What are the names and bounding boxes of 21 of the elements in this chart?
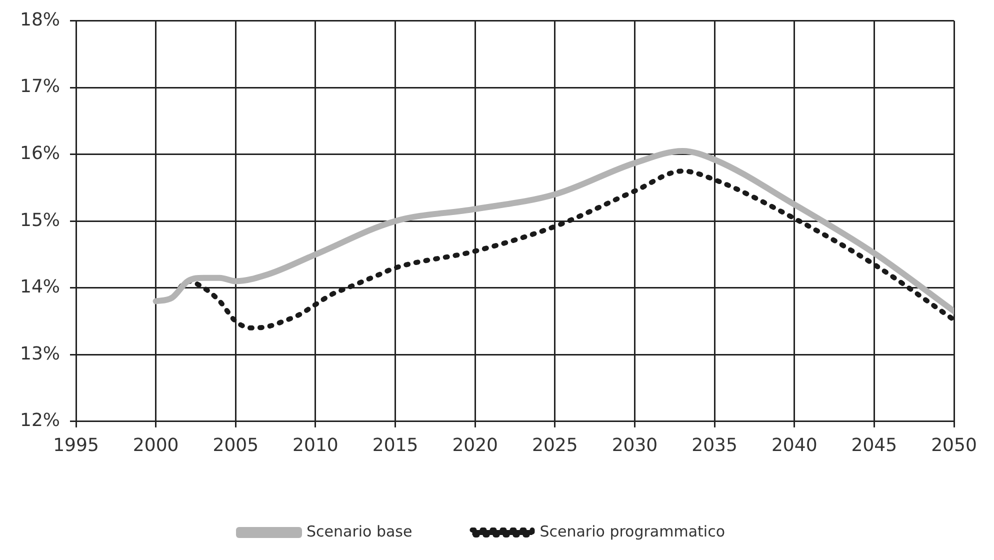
x-tick-label: 2015 — [372, 434, 418, 456]
x-tick-label: 2000 — [132, 434, 179, 456]
x-tick-label: 2040 — [771, 434, 818, 456]
x-tick-label: 2050 — [931, 434, 977, 456]
y-tick-label: 17% — [20, 76, 60, 98]
y-tick-label: 15% — [20, 210, 60, 231]
x-tick-label: 2010 — [292, 434, 338, 456]
y-tick-label: 12% — [20, 410, 60, 432]
y-tick-label: 18% — [20, 9, 60, 30]
y-tick-label: 16% — [20, 143, 60, 164]
x-tick-label: 2030 — [612, 434, 658, 456]
x-tick-label: 2005 — [212, 434, 259, 456]
x-tick-label: 2020 — [452, 434, 498, 456]
y-tick-label: 14% — [20, 276, 60, 298]
x-tick-label: 1995 — [53, 434, 99, 456]
x-tick-label: 2045 — [851, 434, 898, 456]
legend-label: Scenario programmatico — [540, 522, 726, 540]
x-tick-label: 2035 — [692, 434, 738, 456]
y-tick-label: 13% — [20, 343, 60, 364]
x-tick-label: 2025 — [532, 434, 578, 456]
legend-label: Scenario base — [306, 522, 412, 540]
